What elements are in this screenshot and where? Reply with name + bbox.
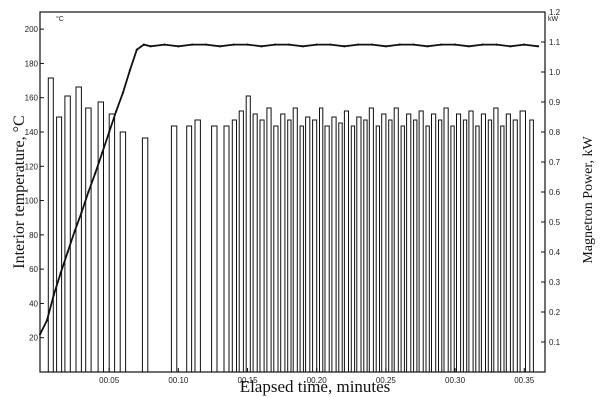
temperature-point (135, 48, 138, 51)
temperature-point (121, 91, 125, 94)
temperature-point (384, 45, 387, 48)
temperature-point (128, 69, 131, 72)
temperature-point (38, 333, 42, 336)
temperature-point (218, 45, 221, 48)
y2-tick-label: 0.1 (549, 338, 561, 347)
temperature-point (371, 43, 374, 46)
y-axis-right: 0.1 0.2 0.3 0.4 0.5 0.6 0.7 0.8 0.9 1.0 1.1 1.2 (541, 8, 561, 347)
x-tick-label: 00.05 (99, 376, 120, 385)
x-axis-title: Elapsed time, minutes (240, 377, 391, 396)
temperature-point (45, 319, 49, 322)
y2-tick-label: 0.3 (549, 278, 561, 287)
temperature-point (440, 43, 443, 46)
temperature-point (509, 45, 512, 48)
y2-axis-title: Magnetron Power, kW (581, 136, 596, 264)
y-tick-label: 200 (25, 25, 39, 34)
temperature-point (495, 43, 498, 46)
temperature-point (301, 45, 304, 48)
temperature-point (115, 110, 118, 113)
y2-tick-label: 1.1 (549, 38, 561, 47)
y-tick-label: 160 (25, 94, 39, 103)
right-unit-label: kW (548, 16, 559, 23)
temperature-point (191, 43, 194, 46)
temperature-point (94, 172, 97, 175)
y-tick-label: 100 (25, 197, 39, 206)
temperature-point (108, 130, 111, 134)
y-axis-title: Interior temperature, °C (11, 115, 28, 268)
temperature-point (73, 230, 76, 233)
temperature-point (52, 293, 55, 296)
temperature-point (467, 45, 470, 48)
y-tick-label: 20 (29, 334, 38, 343)
y2-tick-label: 0.9 (549, 98, 561, 107)
y2-tick-label: 1.2 (549, 8, 561, 17)
temperature-point (315, 43, 318, 46)
y-tick-label: 180 (25, 59, 39, 68)
x-tick-label: 00.25 (376, 376, 397, 385)
temperature-point (537, 45, 540, 48)
temperature-point (260, 45, 263, 48)
temperature-point (204, 43, 208, 46)
x-tick-label: 00.30 (445, 376, 466, 385)
temperature-point (523, 43, 526, 46)
temperature-point (177, 45, 180, 48)
y2-tick-label: 0.6 (549, 188, 561, 197)
x-tick-label: 00.20 (307, 376, 328, 385)
temperature-point (274, 43, 277, 46)
temperature-point (232, 43, 235, 46)
temperature-point (246, 43, 249, 46)
temperature-point (412, 43, 415, 46)
y-tick-label: 120 (25, 162, 39, 171)
temperature-point (80, 211, 83, 214)
y-tick-label: 60 (29, 265, 38, 274)
y2-tick-label: 1.0 (549, 68, 561, 77)
left-unit-label: °C (56, 15, 64, 23)
temperature-point (481, 43, 484, 46)
y2-tick-label: 0.7 (549, 158, 561, 167)
x-tick-label: 00.35 (514, 376, 535, 385)
temperature-point (357, 43, 360, 46)
series-magnetron-power (40, 77, 534, 373)
power-line (40, 77, 534, 373)
temperature-point (87, 190, 90, 194)
x-tick-label: 00.10 (168, 376, 189, 385)
y-tick-label: 40 (29, 299, 38, 308)
x-axis: 00.05 00.10 00.15 00.20 00.25 00.30 00.35 (99, 368, 535, 385)
temperature-point (163, 43, 166, 46)
temperature-point (329, 43, 332, 46)
temperature-point (343, 45, 346, 48)
temperature-point (66, 250, 69, 254)
temperature-point (101, 151, 104, 154)
temperature-point (287, 43, 291, 46)
temperature-point (59, 271, 62, 274)
temperature-point (149, 45, 152, 48)
y2-tick-label: 0.8 (549, 128, 561, 137)
temperature-point (426, 45, 429, 48)
y2-tick-label: 0.5 (549, 218, 561, 227)
temperature-point (142, 43, 145, 46)
y-axis-left: 20 40 60 80 100 120 140 160 180 200 (25, 25, 44, 343)
y-tick-label: 80 (29, 231, 38, 240)
y2-tick-label: 0.4 (549, 248, 561, 257)
series-interior-temperature (38, 43, 540, 336)
temperature-point (454, 43, 457, 46)
y-tick-label: 140 (25, 128, 39, 137)
y2-tick-label: 0.2 (549, 308, 561, 317)
x-tick-label: 00.15 (238, 376, 259, 385)
temperature-point (398, 43, 401, 46)
